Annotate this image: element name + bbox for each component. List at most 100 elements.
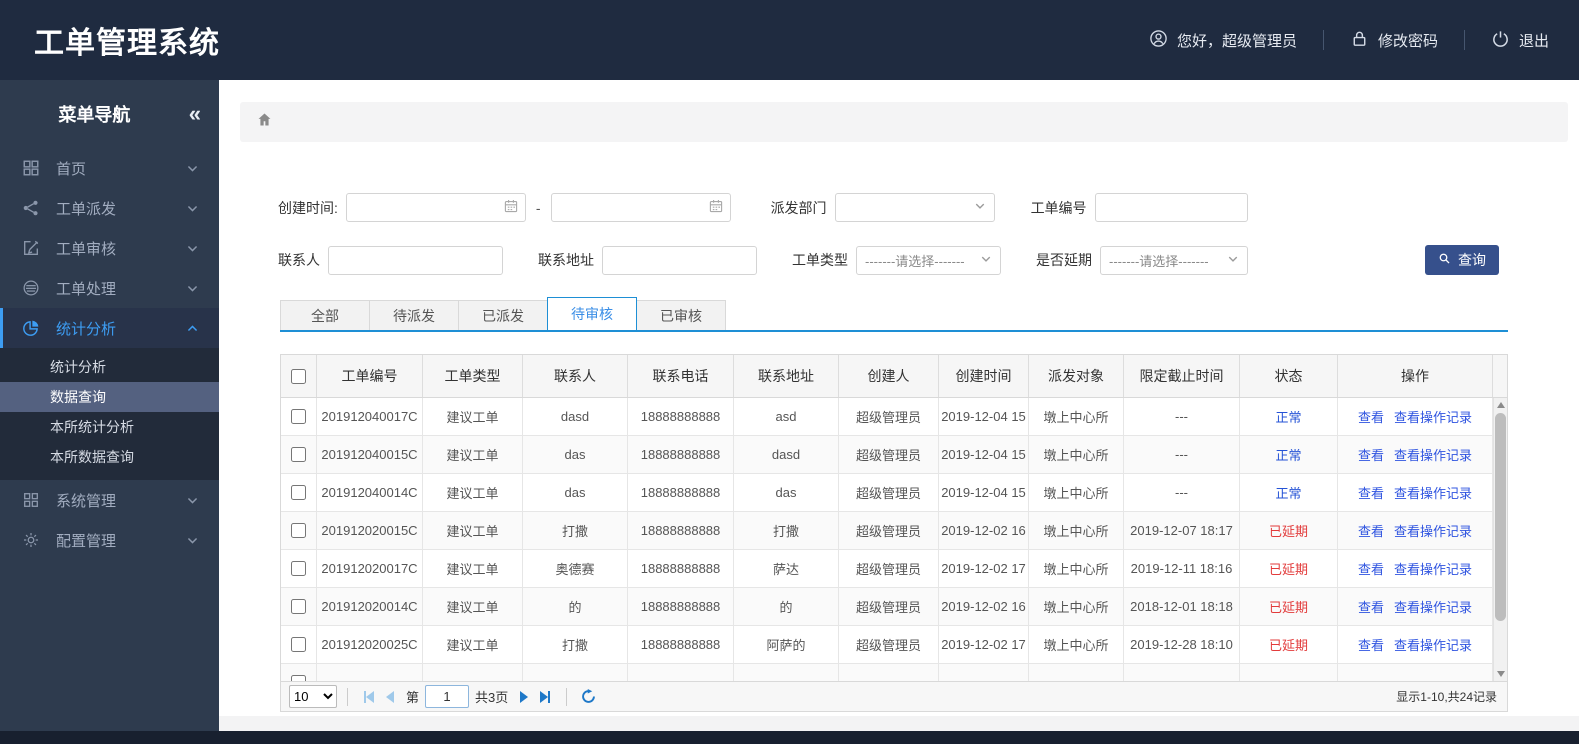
cell-id: 201912020017C [317, 550, 423, 588]
last-page-button[interactable] [540, 690, 551, 703]
cell-target [1029, 664, 1124, 681]
search-button[interactable]: 查询 [1425, 245, 1499, 275]
created-time-start-input[interactable] [345, 193, 526, 222]
row-checkbox[interactable] [291, 637, 306, 652]
sidebar-subitem-数据查询[interactable]: 数据查询 [0, 382, 219, 412]
page-number-input[interactable] [425, 685, 470, 708]
row-checkbox[interactable] [291, 561, 306, 576]
home-icon[interactable] [256, 111, 273, 133]
created-time-end-input[interactable] [550, 193, 731, 222]
cell-status: 正常 [1240, 398, 1338, 436]
action-link-查看操作记录[interactable]: 查看操作记录 [1394, 524, 1473, 539]
tab-待审核[interactable]: 待审核 [547, 297, 637, 330]
header-separator [1463, 30, 1465, 50]
row-checkbox-cell [281, 550, 317, 588]
change-password-button[interactable]: 修改密码 [1350, 29, 1438, 52]
scrollbar-thumb[interactable] [1495, 413, 1506, 621]
column-header-状态: 状态 [1240, 355, 1338, 397]
sidebar-subitem-本所数据查询[interactable]: 本所数据查询 [50, 449, 134, 465]
action-link-查看[interactable]: 查看 [1357, 638, 1384, 653]
row-checkbox[interactable] [291, 599, 306, 614]
select-all-checkbox[interactable] [291, 368, 306, 384]
row-checkbox[interactable] [291, 523, 306, 538]
status-badge: 已延期 [1268, 638, 1308, 653]
cell-target: 墩上中心所 [1029, 550, 1124, 588]
logout-button[interactable]: 退出 [1491, 29, 1549, 52]
cell-actions: 查看 查看操作记录 [1338, 474, 1493, 512]
pager-separator [347, 687, 348, 706]
sidebar-item-工单处理[interactable]: 工单处理 [0, 268, 219, 308]
action-link-查看[interactable]: 查看 [1357, 486, 1384, 501]
refresh-icon[interactable] [581, 689, 596, 704]
order-type-select-value: -------请选择------- [865, 253, 965, 269]
action-link-查看[interactable]: 查看 [1357, 448, 1384, 463]
row-checkbox-cell [281, 474, 317, 512]
cell-id: 201912020025C [317, 626, 423, 664]
action-link-查看[interactable]: 查看 [1357, 600, 1384, 615]
sidebar-item-首页[interactable]: 首页 [0, 148, 219, 188]
cell-id [317, 664, 423, 681]
tab-全部[interactable]: 全部 [280, 300, 370, 330]
contact-address-input[interactable] [602, 245, 757, 275]
sidebar-item-工单派发[interactable]: 工单派发 [0, 188, 219, 228]
action-link-查看操作记录[interactable]: 查看操作记录 [1394, 486, 1473, 501]
cell-contact: 的 [523, 588, 628, 626]
chevron-down-icon [186, 534, 199, 547]
sidebar-item-工单审核[interactable]: 工单审核 [0, 228, 219, 268]
row-checkbox-cell [281, 398, 317, 436]
tab-已审核[interactable]: 已审核 [636, 300, 726, 330]
prev-page-button[interactable] [386, 690, 394, 703]
tab-已派发[interactable]: 已派发 [458, 300, 548, 330]
action-link-查看[interactable]: 查看 [1357, 562, 1384, 577]
calendar-icon[interactable] [708, 198, 724, 217]
sidebar-item-统计分析[interactable]: 统计分析 [0, 308, 219, 348]
row-checkbox[interactable] [291, 675, 306, 681]
contact-address-label: 联系地址 [538, 252, 594, 268]
action-link-查看操作记录[interactable]: 查看操作记录 [1394, 638, 1473, 653]
cell-address: dasd [734, 436, 839, 474]
sidebar-item-配置管理[interactable]: 配置管理 [0, 520, 219, 560]
action-link-查看操作记录[interactable]: 查看操作记录 [1394, 562, 1473, 577]
next-page-button[interactable] [520, 690, 529, 703]
cell-contact: 打撒 [523, 626, 628, 664]
calendar-icon[interactable] [503, 198, 519, 217]
contact-input[interactable] [328, 245, 503, 275]
logout-label: 退出 [1518, 32, 1549, 50]
row-checkbox[interactable] [291, 409, 306, 424]
action-link-查看操作记录[interactable]: 查看操作记录 [1394, 410, 1473, 425]
cell-status: 已延期 [1240, 626, 1338, 664]
cell-target: 墩上中心所 [1029, 588, 1124, 626]
scroll-down-arrow-icon[interactable] [1494, 667, 1507, 681]
delay-select[interactable]: -------请选择------- [1100, 245, 1248, 275]
cell-id: 201912020015C [317, 512, 423, 550]
cell-type: 建议工单 [423, 474, 523, 512]
sidebar-subitem-统计分析[interactable]: 统计分析 [50, 359, 106, 375]
row-checkbox[interactable] [291, 485, 306, 500]
sidebar-subitem-本所统计分析[interactable]: 本所统计分析 [50, 419, 134, 435]
sidebar: 菜单导航 « 首页 工单派发 工单审核 工单处理 统计分析 统计分析 数据查询 本所统计分析本… [0, 80, 219, 731]
action-link-查看操作记录[interactable]: 查看操作记录 [1394, 448, 1473, 463]
order-no-input[interactable] [1094, 193, 1248, 222]
cell-phone: 18888888888 [628, 474, 734, 512]
order-type-select[interactable]: -------请选择------- [856, 245, 1001, 275]
user-greeting[interactable]: 您好，超级管理员 [1149, 29, 1297, 52]
grid-icon [22, 159, 40, 177]
table-header-filler [1493, 355, 1507, 397]
action-link-查看[interactable]: 查看 [1357, 410, 1384, 425]
cell-contact [523, 664, 628, 681]
cell-created: 2019-12-02 17 [939, 626, 1029, 664]
dispatch-dept-select[interactable] [834, 193, 995, 222]
first-page-button[interactable] [364, 690, 374, 703]
cell-created: 2019-12-04 15 [939, 398, 1029, 436]
page-size-select[interactable]: 10 [289, 685, 337, 708]
sidebar-item-系统管理[interactable]: 系统管理 [0, 480, 219, 520]
row-checkbox[interactable] [291, 447, 306, 462]
scroll-up-arrow-icon[interactable] [1494, 398, 1507, 412]
action-link-查看[interactable]: 查看 [1357, 524, 1384, 539]
tab-待派发[interactable]: 待派发 [369, 300, 459, 330]
sidebar-item-label: 首页 [56, 160, 87, 178]
action-link-查看操作记录[interactable]: 查看操作记录 [1394, 600, 1473, 615]
cell-address [734, 664, 839, 681]
sidebar-item-label: 工单处理 [56, 280, 117, 298]
sidebar-collapse-icon[interactable]: « [188, 101, 201, 126]
